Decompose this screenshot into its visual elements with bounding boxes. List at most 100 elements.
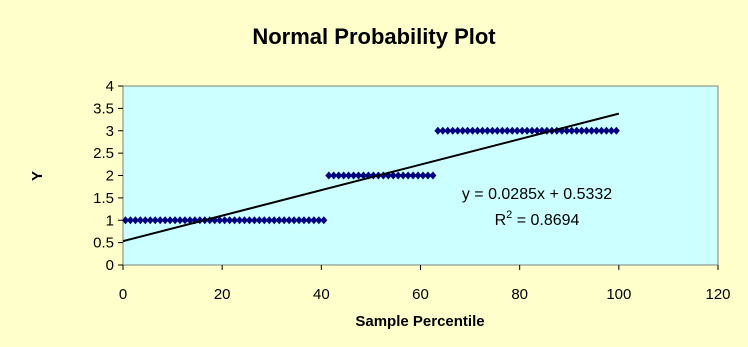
y-tick-label: 0.5 xyxy=(93,235,114,252)
data-point xyxy=(255,216,263,225)
data-point xyxy=(478,126,486,135)
data-point xyxy=(236,216,244,225)
data-point xyxy=(518,126,526,135)
y-tick-label: 1.5 xyxy=(93,190,114,207)
data-point xyxy=(260,216,268,225)
y-tick-label: 2 xyxy=(106,168,114,185)
data-point xyxy=(469,126,477,135)
data-point xyxy=(493,126,501,135)
data-point xyxy=(345,171,353,180)
data-point xyxy=(498,126,506,135)
data-point xyxy=(454,126,462,135)
data-point xyxy=(399,171,407,180)
data-point xyxy=(459,126,467,135)
data-point xyxy=(305,216,313,225)
x-tick-label: 100 xyxy=(606,286,631,303)
data-point xyxy=(240,216,248,225)
data-point xyxy=(612,126,620,135)
data-point xyxy=(295,216,303,225)
data-point xyxy=(439,126,447,135)
data-point xyxy=(290,216,298,225)
data-point xyxy=(429,171,437,180)
trendline xyxy=(122,112,620,243)
data-point xyxy=(533,126,541,135)
data-point xyxy=(583,126,591,135)
x-tick-label: 120 xyxy=(705,286,730,303)
data-point xyxy=(597,126,605,135)
data-point xyxy=(464,126,472,135)
data-point xyxy=(245,216,253,225)
data-point xyxy=(404,171,412,180)
data-point xyxy=(176,216,184,225)
data-point xyxy=(523,126,531,135)
y-tick-label: 3.5 xyxy=(93,100,114,117)
data-point xyxy=(146,216,154,225)
data-point xyxy=(161,216,169,225)
data-point xyxy=(151,216,159,225)
data-point xyxy=(593,126,601,135)
data-point xyxy=(186,216,194,225)
data-point xyxy=(226,216,234,225)
data-point xyxy=(449,126,457,135)
data-point xyxy=(121,216,129,225)
data-point xyxy=(320,216,328,225)
data-point xyxy=(409,171,417,180)
data-point xyxy=(280,216,288,225)
chart-title: Normal Probability Plot xyxy=(252,24,496,49)
data-point xyxy=(131,216,139,225)
y-axis-label: Y xyxy=(29,171,46,181)
data-point xyxy=(330,171,338,180)
data-point xyxy=(607,126,615,135)
data-point xyxy=(310,216,318,225)
data-point xyxy=(488,126,496,135)
data-point xyxy=(602,126,610,135)
data-point xyxy=(325,171,333,180)
data-point xyxy=(434,126,442,135)
data-point xyxy=(389,171,397,180)
data-point xyxy=(350,171,358,180)
ticks: 00.511.522.533.540 20 40 60 80 100 120 xyxy=(93,78,730,303)
trendline-r2: R2 = 0.8694 xyxy=(495,209,580,229)
data-point xyxy=(503,126,511,135)
data-point xyxy=(335,171,343,180)
data-point xyxy=(578,126,586,135)
data-point xyxy=(444,126,452,135)
data-point xyxy=(474,126,482,135)
data-point xyxy=(359,171,367,180)
data-point xyxy=(156,216,164,225)
y-tick-label: 0 xyxy=(106,257,114,274)
y-tick-label: 2.5 xyxy=(93,145,114,162)
data-point xyxy=(181,216,189,225)
y-tick-label: 4 xyxy=(106,78,114,95)
data-point xyxy=(419,171,427,180)
data-point xyxy=(340,171,348,180)
data-point xyxy=(355,171,363,180)
x-tick-label: 20 xyxy=(214,286,231,303)
y-tick-label: 3 xyxy=(106,123,114,140)
data-point xyxy=(300,216,308,225)
data-point xyxy=(136,216,144,225)
x-tick-label: 40 xyxy=(313,286,330,303)
data-point xyxy=(315,216,323,225)
data-point xyxy=(588,126,596,135)
data-point xyxy=(221,216,229,225)
r2-prefix: R xyxy=(495,212,507,229)
data-point xyxy=(528,126,536,135)
data-point xyxy=(231,216,239,225)
data-point xyxy=(563,126,571,135)
x-tick-label: 80 xyxy=(511,286,528,303)
data-point xyxy=(568,126,576,135)
data-point xyxy=(265,216,273,225)
data-point xyxy=(414,171,422,180)
r2-value: = 0.8694 xyxy=(512,212,579,229)
y-tick-label: 1 xyxy=(106,212,114,229)
data-point xyxy=(285,216,293,225)
data-point xyxy=(424,171,432,180)
data-point xyxy=(141,216,149,225)
data-point xyxy=(166,216,174,225)
data-point xyxy=(394,171,402,180)
r2-exponent: 2 xyxy=(506,209,512,221)
x-tick-label: 0 xyxy=(119,286,127,303)
